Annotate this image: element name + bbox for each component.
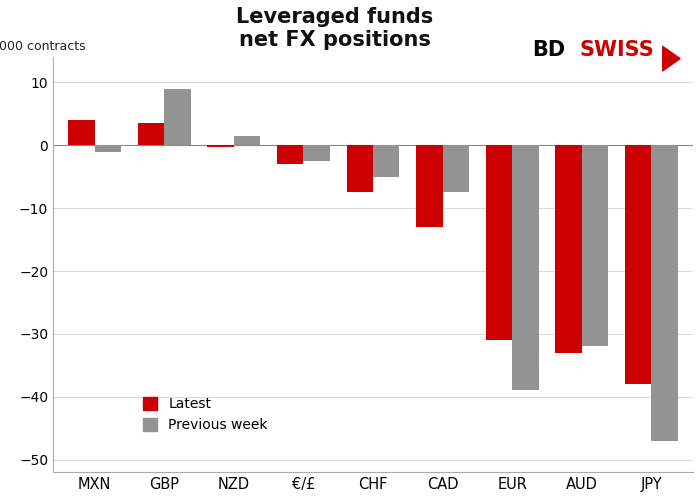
Bar bbox=[69, 120, 95, 145]
Bar bbox=[442, 145, 469, 193]
Text: BD: BD bbox=[532, 40, 565, 60]
Bar bbox=[625, 145, 651, 384]
Legend: Latest, Previous week: Latest, Previous week bbox=[144, 397, 267, 432]
Bar bbox=[164, 89, 191, 145]
Bar bbox=[277, 145, 304, 164]
Bar bbox=[234, 136, 260, 145]
Bar bbox=[346, 145, 373, 193]
Title: Leveraged funds
net FX positions: Leveraged funds net FX positions bbox=[236, 7, 433, 50]
Bar bbox=[582, 145, 608, 346]
Bar bbox=[486, 145, 512, 340]
Bar bbox=[416, 145, 442, 227]
Bar bbox=[555, 145, 582, 353]
Bar bbox=[304, 145, 330, 161]
Bar bbox=[94, 145, 121, 152]
Bar bbox=[512, 145, 538, 390]
Text: 000 contracts: 000 contracts bbox=[0, 40, 85, 53]
Polygon shape bbox=[662, 46, 680, 71]
Text: SWISS: SWISS bbox=[580, 40, 655, 60]
Bar bbox=[138, 123, 164, 145]
Bar bbox=[373, 145, 400, 177]
Bar bbox=[207, 145, 234, 147]
Bar bbox=[651, 145, 678, 441]
